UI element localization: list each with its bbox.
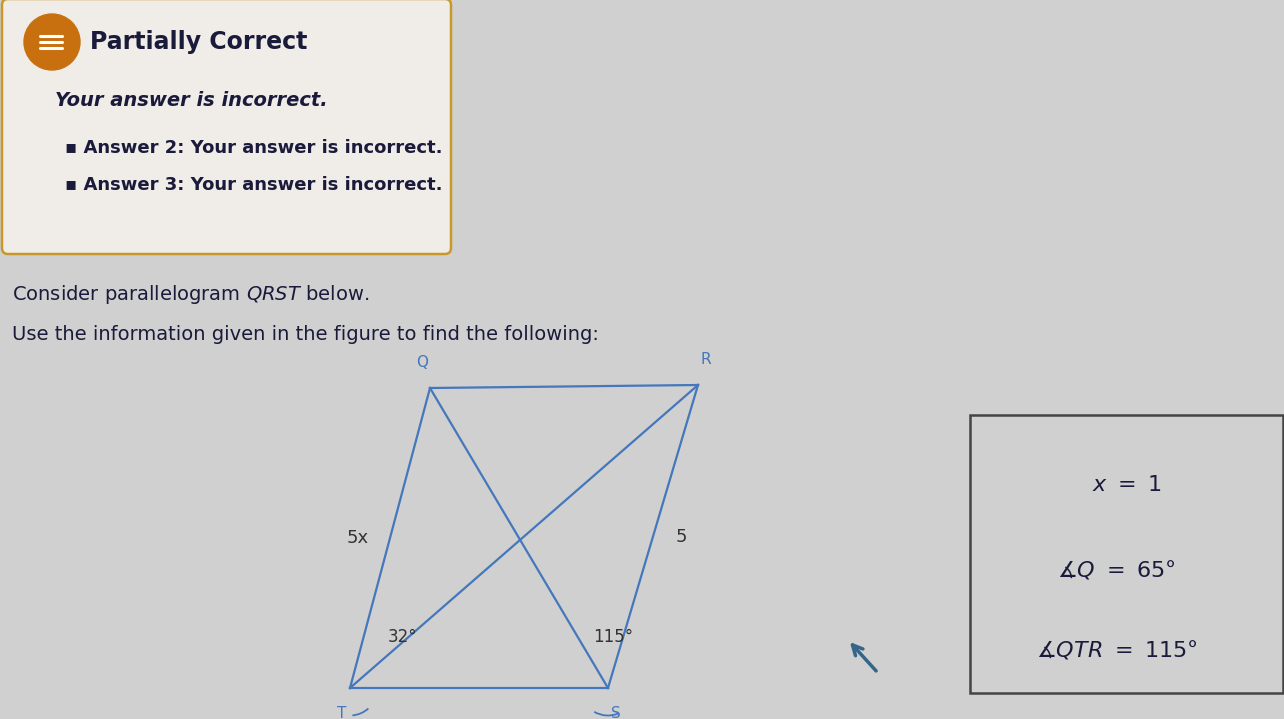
Text: Partially Correct: Partially Correct	[90, 30, 307, 54]
Text: ▪ Answer 2: Your answer is incorrect.: ▪ Answer 2: Your answer is incorrect.	[65, 139, 443, 157]
Text: 5x: 5x	[347, 529, 369, 547]
FancyBboxPatch shape	[969, 415, 1283, 693]
Text: Q: Q	[416, 355, 428, 370]
Text: 115°: 115°	[593, 628, 633, 646]
Text: 32°: 32°	[388, 628, 417, 646]
Text: Use the information given in the figure to find the following:: Use the information given in the figure …	[12, 326, 598, 344]
Text: 5: 5	[675, 528, 687, 546]
Circle shape	[24, 14, 80, 70]
Text: Consider parallelogram $QRST$ below.: Consider parallelogram $QRST$ below.	[12, 283, 370, 306]
Text: R: R	[701, 352, 711, 367]
Text: ▪ Answer 3: Your answer is incorrect.: ▪ Answer 3: Your answer is incorrect.	[65, 176, 443, 194]
Text: $\measuredangle QTR\ =\ 115$°: $\measuredangle QTR\ =\ 115$°	[1036, 638, 1198, 661]
Text: Your answer is incorrect.: Your answer is incorrect.	[55, 91, 327, 109]
FancyBboxPatch shape	[3, 0, 451, 254]
Text: $\measuredangle Q\ =\ 65$°: $\measuredangle Q\ =\ 65$°	[1057, 559, 1176, 582]
Text: T: T	[338, 706, 347, 719]
Text: S: S	[611, 706, 621, 719]
Text: $x\ =\ 1$: $x\ =\ 1$	[1091, 474, 1161, 496]
